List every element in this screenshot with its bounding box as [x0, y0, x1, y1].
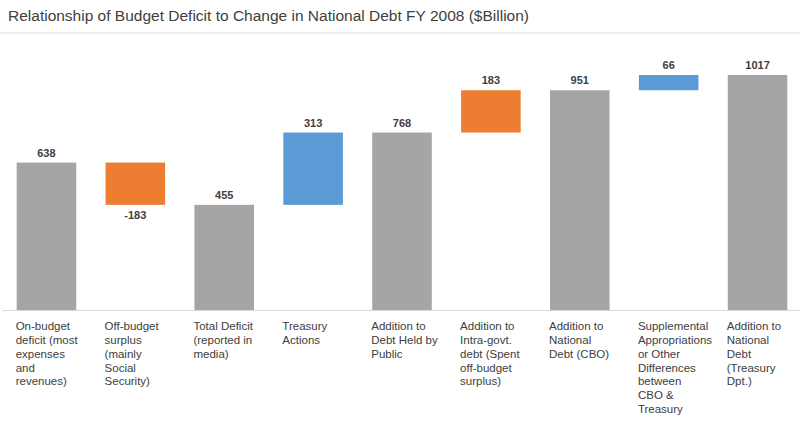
- label-line: National: [727, 334, 769, 346]
- label-line: Appropriations: [638, 334, 712, 346]
- label-line: Treasury: [282, 320, 327, 332]
- x-axis: On-budget deficit (most expenses andrevenue…: [3, 311, 800, 415]
- x-tick-label: Treasury Actions: [282, 320, 327, 346]
- x-tick-label: Off-budget surplus (mainly SocialSecurity): [105, 320, 160, 387]
- label-line: Security): [105, 375, 151, 387]
- data-label: 66: [663, 59, 675, 71]
- data-label: 313: [304, 117, 322, 129]
- x-tick-label: Total Deficit (reported in media): [193, 320, 253, 360]
- x-tick: Off-budget surplus (mainly SocialSecurity): [105, 320, 160, 387]
- bar: [728, 75, 788, 310]
- label-line: Supplemental: [638, 320, 708, 332]
- bars: [17, 75, 788, 310]
- label-line: Differences: [638, 362, 696, 374]
- bar: [194, 205, 254, 310]
- label-line: Public: [371, 348, 403, 360]
- label-line: (mainly: [105, 348, 142, 360]
- x-tick-label: Addition to National Debt (TreasuryDpt.): [727, 320, 781, 387]
- label-line: Debt: [727, 348, 752, 360]
- label-line: (Treasury: [727, 362, 776, 374]
- x-tick: On-budget deficit (most expenses andrevenue…: [16, 320, 79, 387]
- label-line: Off-budget: [105, 320, 160, 332]
- label-line: Debt Held by: [371, 334, 438, 346]
- data-label: 183: [482, 74, 500, 86]
- data-label: 638: [37, 147, 55, 159]
- x-tick: Addition to National Debt (CBO): [549, 320, 609, 360]
- label-line: deficit (most: [16, 334, 79, 346]
- label-line: Intra-govt.: [460, 334, 512, 346]
- label-line: media): [193, 348, 228, 360]
- label-line: expenses: [16, 348, 65, 360]
- label-line: Addition to: [371, 320, 425, 332]
- data-label: 951: [571, 74, 589, 86]
- x-tick-label: On-budget deficit (most expenses andrevenue…: [16, 320, 79, 387]
- x-tick: Addition to National Debt (TreasuryDpt.): [727, 320, 781, 387]
- x-tick: Addition to Debt Held by Public: [371, 320, 438, 360]
- chart: Relationship of Budget Deficit to Change…: [0, 0, 800, 426]
- label-line: Total Deficit: [193, 320, 253, 332]
- data-label: 768: [393, 117, 411, 129]
- label-line: revenues): [16, 375, 67, 387]
- bar: [17, 163, 77, 310]
- data-label: 455: [215, 189, 233, 201]
- label-line: (reported in: [193, 334, 252, 346]
- label-line: Treasury: [638, 403, 683, 415]
- bar: [106, 163, 166, 205]
- label-line: Dpt.): [727, 375, 752, 387]
- x-tick-label: Addition to Intra-govt. debt (Spent off-bud…: [460, 320, 520, 387]
- x-tick-label: Addition to Debt Held by Public: [371, 320, 438, 360]
- x-tick-label: Supplemental Appropriations or Other Differ…: [638, 320, 712, 415]
- label-line: and: [16, 362, 35, 374]
- label-line: Debt (CBO): [549, 348, 609, 360]
- label-line: between: [638, 375, 681, 387]
- label-line: Addition to: [549, 320, 603, 332]
- bar: [639, 75, 699, 90]
- title: Relationship of Budget Deficit to Change…: [8, 7, 529, 24]
- label-line: Addition to: [460, 320, 514, 332]
- data-label: 1017: [745, 59, 769, 71]
- x-axis-line: [3, 310, 800, 311]
- x-tick: Addition to Intra-govt. debt (Spent off-bud…: [460, 320, 520, 387]
- title-rule: [0, 33, 800, 34]
- data-labels: 638 -183 455 313 768 183 951 66 1017: [37, 59, 770, 221]
- label-line: CBO &: [638, 389, 674, 401]
- label-line: surplus): [460, 375, 501, 387]
- label-line: Addition to: [727, 320, 781, 332]
- x-tick: Treasury Actions: [282, 320, 327, 346]
- label-line: off-budget: [460, 362, 512, 374]
- label-line: or Other: [638, 348, 680, 360]
- bar: [461, 90, 521, 132]
- label-line: On-budget: [16, 320, 71, 332]
- label-line: surplus: [105, 334, 142, 346]
- label-line: National: [549, 334, 591, 346]
- data-label: -183: [124, 209, 146, 221]
- label-line: Actions: [282, 334, 320, 346]
- bar: [283, 133, 343, 205]
- bar: [550, 90, 610, 310]
- label-line: Social: [105, 362, 136, 374]
- x-tick: Supplemental Appropriations or Other Differ…: [638, 320, 712, 415]
- x-tick: Total Deficit (reported in media): [193, 320, 253, 360]
- chart-container: Relationship of Budget Deficit to Change…: [0, 0, 800, 426]
- label-line: debt (Spent: [460, 348, 520, 360]
- bar: [372, 133, 432, 310]
- x-tick-label: Addition to National Debt (CBO): [549, 320, 609, 360]
